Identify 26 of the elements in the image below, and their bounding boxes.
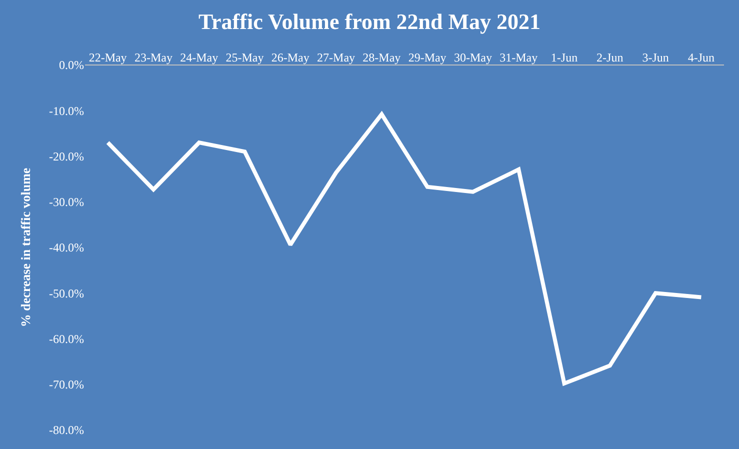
x-tick-label: 1-Jun bbox=[550, 50, 578, 65]
y-tick-label: -10.0% bbox=[49, 104, 84, 118]
y-tick-label: -70.0% bbox=[49, 378, 84, 392]
x-tick-label: 27-May bbox=[317, 50, 356, 65]
y-tick-label: -20.0% bbox=[49, 149, 84, 164]
y-tick-label: -60.0% bbox=[49, 332, 84, 346]
x-tick-label: 22-May bbox=[88, 50, 127, 65]
x-tick-label: 23-May bbox=[134, 50, 172, 65]
y-tick-label: -40.0% bbox=[49, 240, 84, 255]
x-tick-label: 29-May bbox=[408, 50, 446, 65]
x-tick-label: 2-Jun bbox=[596, 50, 624, 65]
x-tick-label: 30-May bbox=[454, 50, 492, 65]
x-tick-label: 25-May bbox=[226, 50, 264, 65]
line-series bbox=[106, 112, 704, 386]
y-tick-label: -30.0% bbox=[49, 195, 84, 210]
x-tick-label: 24-May bbox=[180, 50, 218, 65]
y-tick-label: -50.0% bbox=[49, 286, 84, 300]
y-tick-label: -80.0% bbox=[49, 423, 84, 438]
x-tick-label: 28-May bbox=[362, 50, 401, 65]
x-tick-label: 26-May bbox=[271, 50, 310, 65]
x-tick-label: 31-May bbox=[500, 50, 538, 65]
y-tick-label: 0.0% bbox=[59, 58, 84, 72]
y-axis-title: % decrease in traffic volume bbox=[18, 168, 33, 328]
chart-title: Traffic Volume from 22nd May 2021 bbox=[198, 8, 540, 34]
x-tick-label: 4-Jun bbox=[688, 50, 715, 65]
x-tick-label: 3-Jun bbox=[642, 50, 669, 65]
